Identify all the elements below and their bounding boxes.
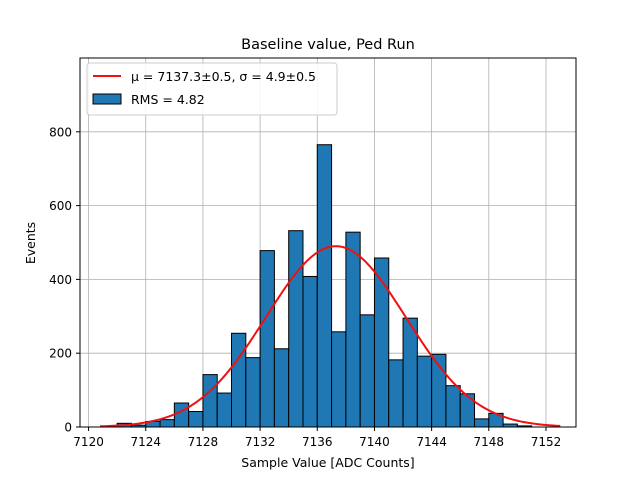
histogram-bar: [373, 257, 390, 428]
histogram-bar: [302, 275, 318, 428]
y-tick-label: 600: [49, 199, 72, 213]
y-tick-label: 200: [49, 347, 72, 361]
fit-layer: [99, 245, 561, 428]
histogram-bar: [316, 144, 333, 428]
x-tick-label: 7136: [302, 435, 333, 449]
histogram-bar: [359, 314, 375, 428]
histogram-bar: [388, 359, 404, 428]
histogram-bar: [202, 374, 218, 428]
histogram-bar: [245, 357, 261, 428]
histogram-bar: [416, 355, 433, 428]
x-tick-label: 7152: [531, 435, 562, 449]
bars-layer: [102, 144, 533, 428]
y-tick-label: 400: [49, 273, 72, 287]
axes-layer: 7120 7124 7128 7132 7136 7140 7144 7148 7152 0 200…: [49, 125, 561, 449]
histogram-bar: [474, 418, 490, 428]
histogram-bar: [188, 411, 204, 428]
x-tick-label: 7140: [359, 435, 390, 449]
x-tick-label: 7124: [130, 435, 161, 449]
y-tick-label: 800: [49, 125, 72, 139]
histogram-bar: [216, 392, 233, 428]
histogram-bar: [231, 332, 247, 428]
histogram-bar: [288, 230, 304, 428]
gaussian-fit-curve: [99, 245, 561, 428]
x-tick-label: 7132: [245, 435, 276, 449]
legend-hist-label: RMS = 4.82: [131, 92, 205, 107]
x-axis-label: Sample Value [ADC Counts]: [241, 455, 414, 470]
histogram-bar: [445, 385, 461, 428]
x-tick-label: 7144: [416, 435, 447, 449]
histogram-bar: [173, 402, 190, 428]
legend: μ = 7137.3±0.5, σ = 4.9±0.5 RMS = 4.82: [86, 62, 338, 116]
legend-box: [86, 62, 338, 116]
histogram-bar: [331, 331, 347, 428]
histogram-bar: [402, 317, 418, 428]
histogram-bar: [259, 250, 275, 428]
histogram-bar: [273, 348, 290, 428]
x-tick-label: 7128: [188, 435, 219, 449]
chart-title: Baseline value, Ped Run: [241, 37, 415, 53]
y-axis-label: Events: [23, 222, 38, 264]
x-tick-label: 7120: [73, 435, 104, 449]
histogram-bar: [345, 231, 361, 428]
x-tick-label: 7148: [474, 435, 505, 449]
y-tick-label: 0: [64, 421, 72, 435]
legend-hist-swatch: [92, 93, 122, 105]
legend-fit-label: μ = 7137.3±0.5, σ = 4.9±0.5: [131, 69, 316, 84]
histogram-bar: [159, 419, 175, 428]
plot-frame: [79, 57, 577, 428]
